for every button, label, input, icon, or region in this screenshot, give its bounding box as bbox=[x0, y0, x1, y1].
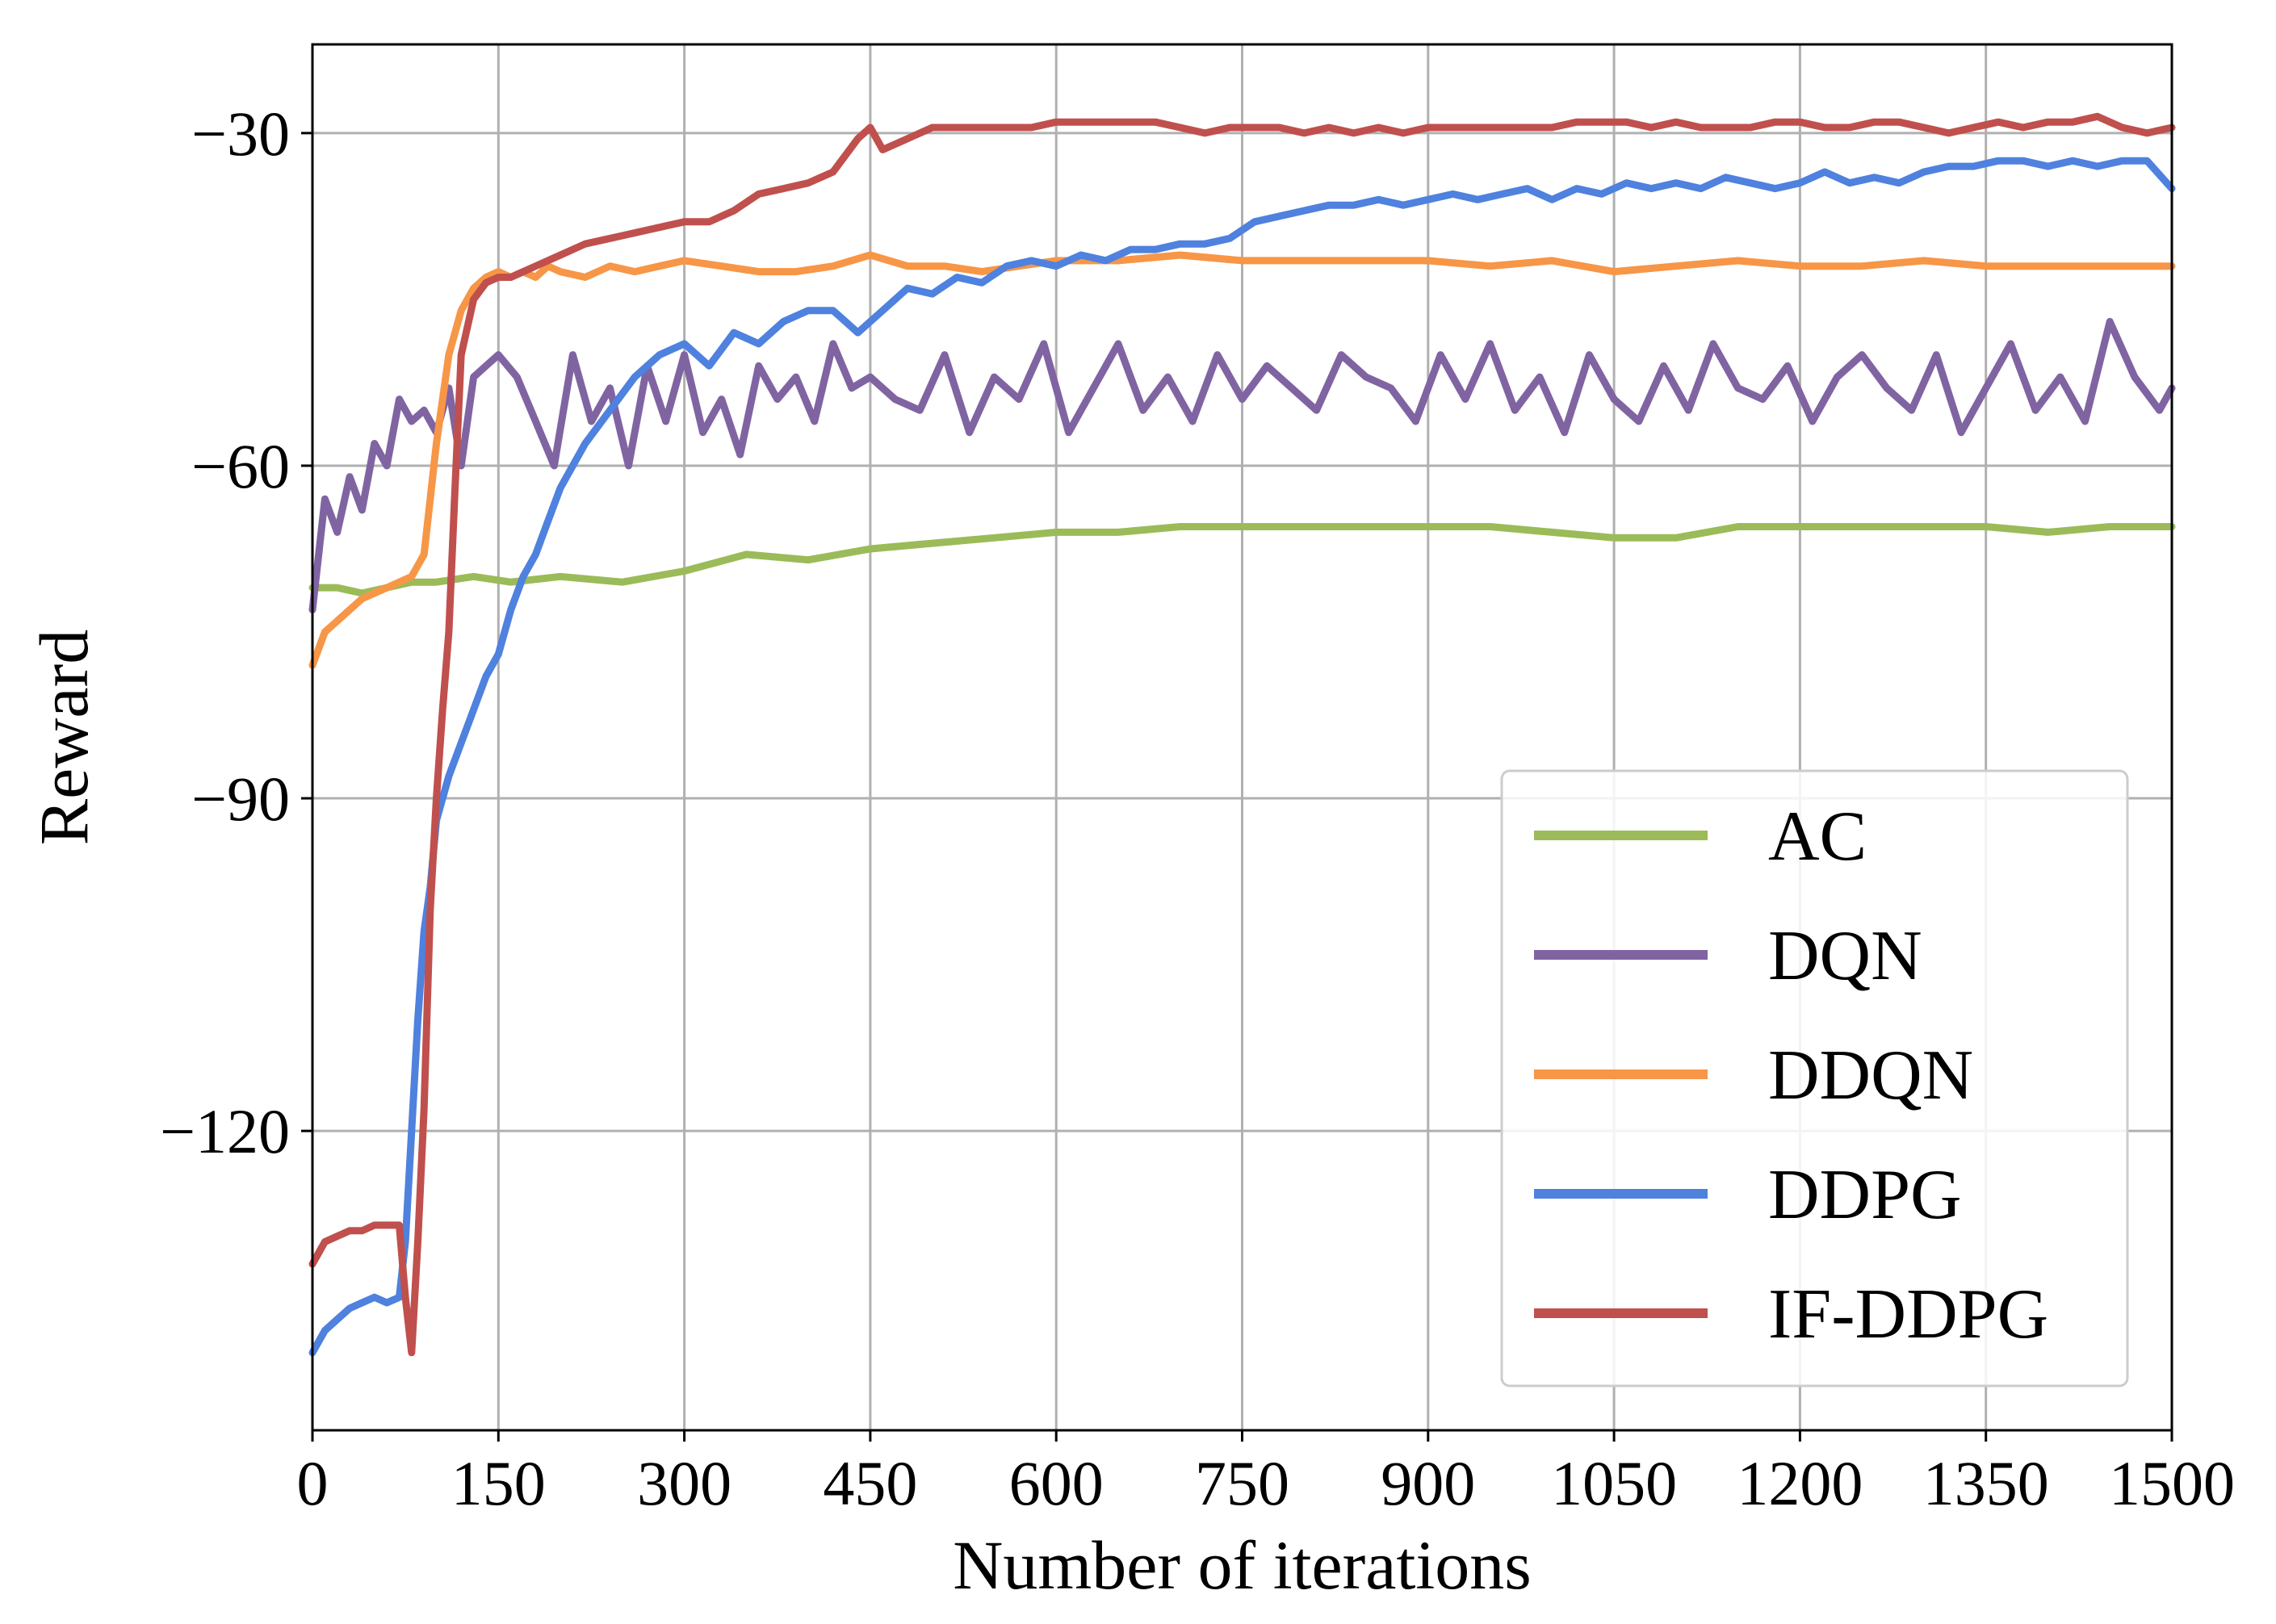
x-tick-label: 750 bbox=[1195, 1448, 1289, 1518]
x-tick-label: 450 bbox=[823, 1448, 917, 1518]
legend-label-dqn: DQN bbox=[1768, 917, 1922, 995]
legend: AC DQN DDQN DDPG IF-DDPG bbox=[1500, 769, 2129, 1388]
legend-label-ddpg: DDPG bbox=[1768, 1156, 1962, 1234]
legend-label-if-ddpg: IF-DDPG bbox=[1768, 1275, 2048, 1354]
series-line-ac bbox=[308, 523, 2176, 597]
y-tick-label: −60 bbox=[191, 431, 290, 501]
x-tick-label: 0 bbox=[297, 1448, 329, 1518]
y-tick-label: −30 bbox=[191, 98, 290, 169]
y-tick-label: −120 bbox=[160, 1096, 290, 1166]
y-axis-label: Reward bbox=[25, 630, 103, 845]
x-axis-label: Number of iterations bbox=[953, 1526, 1531, 1604]
series-lines bbox=[308, 112, 2176, 1357]
x-tick-label: 1200 bbox=[1737, 1448, 1863, 1518]
x-tick-label: 300 bbox=[637, 1448, 731, 1518]
legend-label-ac: AC bbox=[1768, 797, 1867, 876]
series-line-dqn bbox=[308, 317, 2176, 613]
y-axis-ticks: −30 −60 −90 −120 bbox=[160, 98, 312, 1166]
x-tick-label: 1050 bbox=[1551, 1448, 1677, 1518]
series-line-ddpg bbox=[308, 157, 2176, 1357]
x-axis-ticks: 0 150 300 450 600 750 900 1050 1200 1350 1500 bbox=[297, 1430, 2235, 1518]
x-tick-label: 900 bbox=[1381, 1448, 1475, 1518]
legend-box bbox=[1500, 769, 2129, 1388]
legend-label-ddqn: DDQN bbox=[1768, 1036, 1973, 1115]
y-tick-label: −90 bbox=[191, 764, 290, 834]
series-line-if-ddpg bbox=[308, 112, 2176, 1357]
x-tick-label: 1500 bbox=[2109, 1448, 2235, 1518]
series-line-ddqn bbox=[308, 251, 2176, 669]
x-tick-label: 600 bbox=[1009, 1448, 1104, 1518]
x-tick-label: 1350 bbox=[1923, 1448, 2049, 1518]
x-tick-label: 150 bbox=[451, 1448, 546, 1518]
